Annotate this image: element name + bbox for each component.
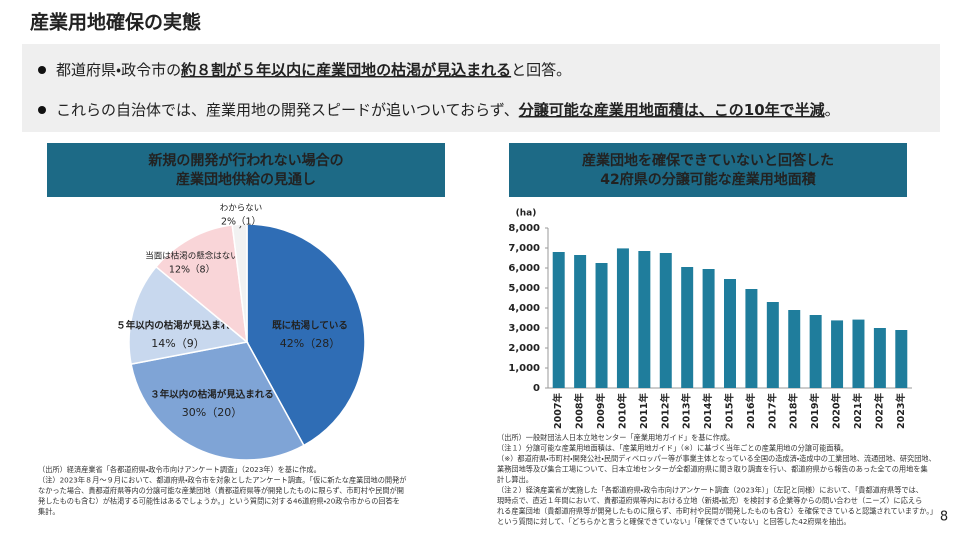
note: 発したものも含む）が枯渇する可能性はあるでしょうか。」という質問に対する46道府… xyxy=(38,497,400,506)
bar xyxy=(681,267,694,388)
pie-slice xyxy=(130,341,305,461)
note: 現時点で、直近１年間において、貴都道府県等内における立地（新規・拡充）を検討する… xyxy=(497,496,922,505)
bullet-box xyxy=(22,44,940,132)
slice-label: 既に枯渇している xyxy=(272,320,348,332)
bullet-text: 都道府県・政令市の約８割が５年以内に産業団地の枯渇が見込まれると回答。 xyxy=(56,61,571,79)
bullet-segment: 都道府県・政令市の xyxy=(56,61,181,79)
chart-title: 産業団地を確保できていないと回答した xyxy=(582,152,834,169)
slice-label: 当面は枯渇の懸念はない xyxy=(145,251,239,262)
bar xyxy=(766,302,779,388)
x-tick-label: 2015年 xyxy=(724,393,736,429)
y-tick-label: 3,000 xyxy=(508,323,540,334)
y-tick-label: 6,000 xyxy=(508,263,540,274)
bullet-dot xyxy=(38,106,46,114)
pie-header xyxy=(47,143,445,197)
pie-slice xyxy=(246,223,366,447)
y-tick-label: 7,000 xyxy=(508,243,540,254)
bar xyxy=(638,251,651,388)
leader-line xyxy=(239,225,242,229)
y-axis-label: (ha) xyxy=(516,209,537,219)
bar-header xyxy=(509,143,907,197)
bar xyxy=(659,253,672,388)
note: なかった場合、貴都道府県等内の分譲可能な産業団地（貴都道府県等が開発したものに限… xyxy=(38,486,404,495)
note: （注２）経済産業省が実施した「各都道府県・政令市向けアンケート調査（2023年）… xyxy=(497,486,923,495)
bar xyxy=(809,315,822,388)
bar xyxy=(873,328,886,388)
x-tick-label: 2020年 xyxy=(831,393,843,429)
pie-slice xyxy=(231,223,248,343)
x-tick-label: 2022年 xyxy=(873,393,885,429)
bullet-segment: と回答。 xyxy=(511,61,571,79)
x-tick-label: 2012年 xyxy=(659,393,671,429)
note: （※）都道府県・市町村・開発公社・民間ディベロッパー等が事業主体となっている全国… xyxy=(497,454,936,463)
chart-title: 産業団地供給の見通し xyxy=(176,171,316,188)
y-tick-label: 8,000 xyxy=(508,223,540,234)
x-tick-label: 2011年 xyxy=(638,393,650,429)
bar xyxy=(745,289,758,388)
y-tick-label: 1,000 xyxy=(508,363,540,374)
note: （注）2023年８月～９月において、都道府県・政令市を対象としたアンケート調査。… xyxy=(38,476,406,485)
bullet-dot xyxy=(38,66,46,74)
bullet-segment: 。 xyxy=(825,101,840,119)
y-tick-label: 0 xyxy=(533,383,540,394)
bullet-segment: 分譲可能な産業用地面積は、この10年で半減 xyxy=(518,101,825,119)
note: 集計。 xyxy=(38,507,60,516)
bar xyxy=(574,255,587,388)
note: （注１）分譲可能な産業用地面積は、「産業用地ガイド」（※）に基づく当年ごとの産業… xyxy=(497,444,848,453)
slice-value-label: 42%（28） xyxy=(280,337,340,350)
x-tick-label: 2009年 xyxy=(595,393,607,429)
bullet-text: これらの自治体では、産業用地の開発スピードが追いついておらず、分譲可能な産業用地… xyxy=(56,101,840,119)
chart-title: 42府県の分譲可能な産業用地面積 xyxy=(600,171,816,188)
note: 計し算出。 xyxy=(497,475,533,484)
x-tick-label: 2010年 xyxy=(616,393,628,429)
bar xyxy=(702,269,715,388)
bar xyxy=(552,252,565,388)
slice-label: ３年以内の枯渇が見込まれる xyxy=(150,389,274,401)
slice-value-label: 2%（1） xyxy=(221,216,261,228)
x-tick-label: 2017年 xyxy=(766,393,778,429)
y-tick-label: 5,000 xyxy=(508,283,540,294)
x-tick-label: 2021年 xyxy=(852,393,864,429)
bar xyxy=(724,279,736,388)
bullet-segment: 約８割が５年以内に産業団地の枯渇が見込まれる xyxy=(180,61,511,79)
x-tick-label: 2018年 xyxy=(788,393,800,429)
bar xyxy=(852,319,865,388)
bar xyxy=(895,330,908,388)
note: という質問に対して、「どちらかと言うと確保できていない」「確保できていない」と回… xyxy=(497,517,851,526)
slice-value-label: 12%（8） xyxy=(169,264,215,276)
slice-value-label: 30%（20） xyxy=(182,406,242,419)
x-tick-label: 2008年 xyxy=(574,393,586,429)
x-tick-label: 2007年 xyxy=(552,393,564,429)
bar xyxy=(616,248,629,388)
slide-title: 産業用地確保の実態 xyxy=(30,11,201,34)
note: （出所）一般財団法人日本立地センター「産業用地ガイド」を基に作成。 xyxy=(497,433,734,442)
x-tick-label: 2019年 xyxy=(809,393,821,429)
chart-title: 新規の開発が行われない場合の xyxy=(147,152,343,169)
page-number: 8 xyxy=(940,510,948,525)
slice-value-label: 14%（9） xyxy=(151,337,204,350)
bullet-segment: これらの自治体では、産業用地の開発スピードが追いついておらず、 xyxy=(56,101,519,119)
x-tick-label: 2014年 xyxy=(702,393,714,429)
pie-slice xyxy=(155,224,248,344)
x-tick-label: 2013年 xyxy=(681,393,693,429)
note: れる産業団地（貴都道府県等が開発したものに限らず、市町村や民間が開発したものも含… xyxy=(497,507,937,516)
bar xyxy=(831,320,844,388)
bar xyxy=(595,263,608,388)
slice-label: わからない xyxy=(220,204,263,214)
x-tick-label: 2023年 xyxy=(895,393,907,429)
note: 業務団地等及び集合工場について、日本立地センターが全都道府県に聞き取り調査を行い… xyxy=(497,465,928,474)
pie-slice xyxy=(128,265,249,365)
y-tick-label: 2,000 xyxy=(508,343,540,354)
x-tick-label: 2016年 xyxy=(745,393,757,429)
slice-label: ５年以内の枯渇が見込まれる xyxy=(116,320,240,332)
note: （出所）経済産業省「各都道府県・政令市向けアンケート調査」（2023年）を基に作… xyxy=(38,465,321,474)
bar xyxy=(788,310,801,388)
y-tick-label: 4,000 xyxy=(508,303,540,314)
